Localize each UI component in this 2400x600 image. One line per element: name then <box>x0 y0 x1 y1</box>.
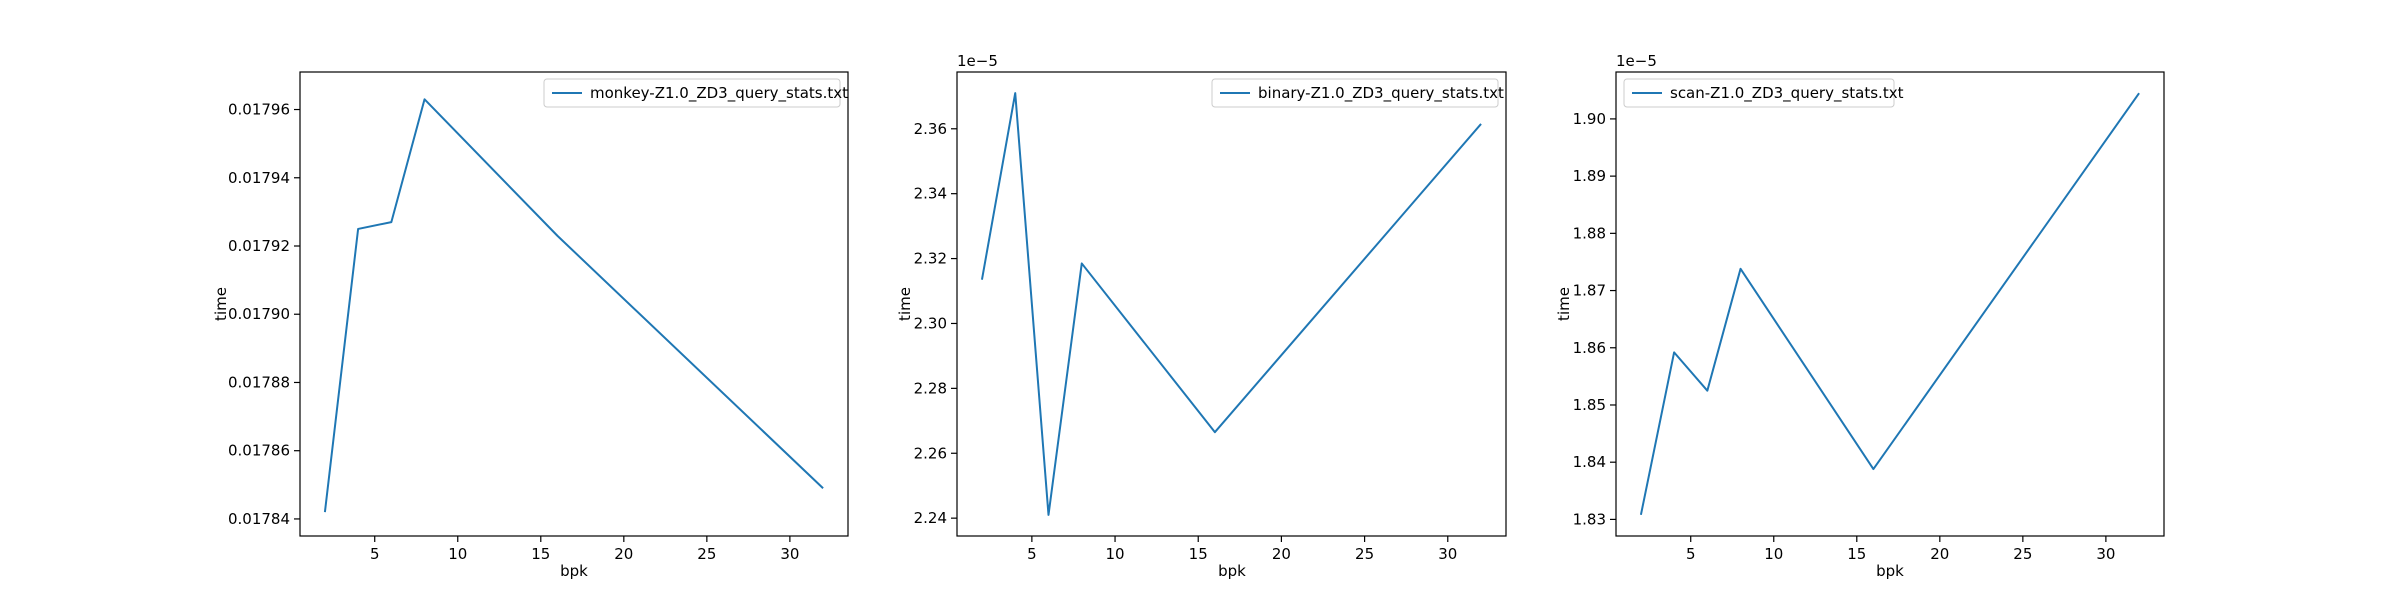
y-tick-label: 1.88 <box>1573 224 1606 242</box>
x-tick-label: 15 <box>1189 545 1208 563</box>
y-tick-label: 0.01786 <box>228 442 290 460</box>
x-tick-label: 20 <box>614 545 633 563</box>
y-offset-text: 1e−5 <box>1616 52 1657 70</box>
plot-group <box>323 98 824 513</box>
legend-box <box>543 78 841 108</box>
x-tick-label: 25 <box>2013 545 2032 563</box>
plot-group <box>1639 92 2140 516</box>
x-tick-label: 15 <box>1847 545 1866 563</box>
x-tick-label: 5 <box>1686 545 1696 563</box>
y-tick-label: 1.89 <box>1573 167 1606 185</box>
y-tick-label: 2.32 <box>914 250 947 268</box>
y-tick-label: 0.01794 <box>228 169 290 187</box>
x-tick-label: 10 <box>1764 545 1783 563</box>
ticks-group: 5 10 15 20 25 30 2.24 2.26 2.28 2.30 2.32 2.34 2.36 <box>914 120 1458 563</box>
y-tick-label: 0.01788 <box>228 373 290 391</box>
series-line <box>1639 92 2140 516</box>
y-tick-label: 0.01796 <box>228 101 290 119</box>
x-axis-label: bpk <box>1876 562 1904 580</box>
x-tick-label: 25 <box>697 545 716 563</box>
y-tick-label: 2.28 <box>914 379 947 397</box>
axes-frame <box>1615 71 2165 537</box>
ticks-group: 5 10 15 20 25 30 0.01784 0.01786 0.01788 0.01790 0… <box>228 101 799 563</box>
y-tick-label: 2.24 <box>914 509 947 527</box>
subplot-monkey: time bpk 5 10 15 20 25 30 0.01784 0.01786 0.0178… <box>212 71 849 580</box>
y-tick-label: 2.34 <box>914 185 947 203</box>
x-tick-label: 30 <box>1438 545 1457 563</box>
x-tick-label: 15 <box>531 545 550 563</box>
legend: binary-Z1.0_ZD3_query_stats.txt <box>1211 78 1504 108</box>
y-tick-label: 2.30 <box>914 314 947 332</box>
legend-entry: scan-Z1.0_ZD3_query_stats.txt <box>1670 84 1904 103</box>
subplot-binary: 1e−5 time bpk 5 10 15 20 25 30 2.24 2.26 2.28 2.3… <box>896 52 1507 580</box>
axes-frame <box>956 71 1507 537</box>
y-tick-label: 1.85 <box>1573 396 1606 414</box>
x-tick-label: 30 <box>780 545 799 563</box>
legend: scan-Z1.0_ZD3_query_stats.txt <box>1623 78 1904 108</box>
x-tick-label: 25 <box>1355 545 1374 563</box>
plot-group <box>980 92 1482 516</box>
y-tick-label: 0.01792 <box>228 237 290 255</box>
y-tick-label: 1.84 <box>1573 453 1606 471</box>
y-tick-label: 1.86 <box>1573 339 1606 357</box>
x-tick-label: 30 <box>2096 545 2115 563</box>
y-tick-label: 2.26 <box>914 444 947 462</box>
y-axis-label: time <box>212 287 230 321</box>
x-tick-label: 10 <box>448 545 467 563</box>
y-tick-label: 1.87 <box>1573 282 1606 300</box>
x-tick-label: 20 <box>1930 545 1949 563</box>
series-line <box>323 98 824 513</box>
x-tick-label: 20 <box>1272 545 1291 563</box>
legend-entry: binary-Z1.0_ZD3_query_stats.txt <box>1258 84 1504 103</box>
legend-box <box>1623 78 1895 108</box>
y-tick-label: 2.36 <box>914 120 947 138</box>
x-tick-label: 5 <box>1027 545 1037 563</box>
y-axis-label: time <box>1555 287 1573 321</box>
series-line <box>980 92 1482 516</box>
subplot-scan: 1e−5 time bpk 5 10 15 20 25 30 1.83 1.84 1.85 1.8… <box>1555 52 2165 580</box>
y-axis-label: time <box>896 287 914 321</box>
y-tick-label: 0.01790 <box>228 305 290 323</box>
axes-frame <box>299 71 849 537</box>
x-axis-label: bpk <box>560 562 588 580</box>
x-tick-label: 10 <box>1105 545 1124 563</box>
ticks-group: 5 10 15 20 25 30 1.83 1.84 1.85 1.86 1.87 1.88 1.89 1… <box>1573 110 2116 563</box>
y-offset-text: 1e−5 <box>957 52 998 70</box>
x-axis-label: bpk <box>1218 562 1246 580</box>
y-tick-label: 0.01784 <box>228 510 290 528</box>
legend-entry: monkey-Z1.0_ZD3_query_stats.txt <box>590 84 848 103</box>
y-tick-label: 1.83 <box>1573 510 1606 528</box>
legend-box <box>1211 78 1499 108</box>
x-tick-label: 5 <box>370 545 380 563</box>
legend: monkey-Z1.0_ZD3_query_stats.txt <box>543 78 848 108</box>
y-tick-label: 1.90 <box>1573 110 1606 128</box>
